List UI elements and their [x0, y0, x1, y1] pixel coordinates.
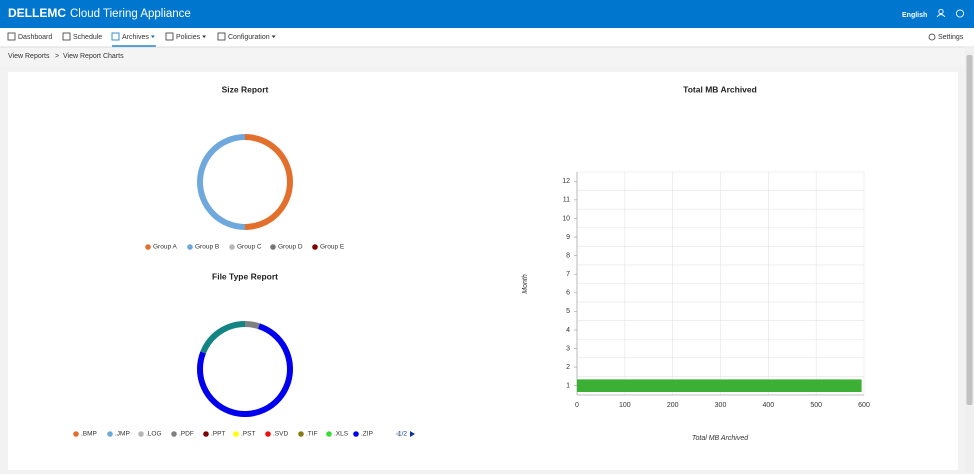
y-tick-label: 1 [566, 383, 570, 390]
x-tick-label: 400 [762, 402, 774, 409]
y-tick-label: 4 [566, 327, 570, 334]
pager-next[interactable] [410, 431, 415, 437]
app-title: Cloud Tiering Appliance [70, 8, 191, 20]
breadcrumb-current: View Report Charts [63, 53, 124, 60]
y-tick-label: 8 [566, 252, 570, 259]
donut-segment [200, 321, 246, 354]
legend-swatch[interactable] [138, 431, 144, 437]
legend-swatch[interactable] [229, 244, 235, 250]
legend-swatch[interactable] [326, 431, 332, 437]
x-tick-label: 200 [667, 402, 679, 409]
legend-label[interactable]: .ZIP [361, 431, 373, 438]
x-tick-label: 500 [810, 402, 822, 409]
legend-swatch[interactable] [265, 431, 271, 437]
header-bar [0, 0, 974, 28]
x-tick-label: 600 [858, 402, 870, 409]
legend-label[interactable]: .SVD [273, 431, 288, 438]
settings-icon[interactable] [928, 33, 936, 41]
legend-swatch[interactable] [203, 431, 209, 437]
nav-item[interactable]: Archives [122, 34, 149, 41]
x-tick-label: 0 [575, 402, 579, 409]
donut-segment [197, 323, 293, 417]
nav-icon[interactable] [111, 32, 120, 41]
nav-item[interactable]: Schedule [73, 34, 102, 41]
user-icon[interactable] [936, 8, 946, 18]
donut-segment [244, 321, 260, 330]
legend-label[interactable]: .PST [241, 431, 255, 438]
legend-label[interactable]: .PDF [179, 431, 194, 438]
nav-icon[interactable] [217, 32, 226, 41]
y-tick-label: 6 [566, 290, 570, 297]
legend-label[interactable]: .LOG [146, 431, 162, 438]
y-tick-label: 2 [566, 364, 570, 371]
legend-swatch[interactable] [171, 431, 177, 437]
pager-prev[interactable] [395, 431, 400, 437]
legend-label[interactable]: .JMP [115, 431, 130, 438]
nav-icon[interactable] [62, 32, 71, 41]
scroll-thumb[interactable] [966, 55, 973, 405]
breadcrumb-link[interactable]: View Reports [8, 53, 50, 60]
legend-label[interactable]: Group D [278, 244, 303, 251]
y-tick-label: 12 [562, 178, 570, 185]
x-axis-label: Total MB Archived [692, 435, 749, 442]
legend-label[interactable]: Group C [237, 244, 262, 251]
legend-label[interactable]: .XLS [334, 431, 349, 438]
nav-caret[interactable] [202, 35, 207, 39]
y-tick-label: 5 [566, 308, 570, 315]
nav-item[interactable]: Dashboard [18, 34, 52, 41]
y-tick-label: 11 [563, 197, 570, 204]
settings[interactable]: Settings [938, 34, 964, 41]
donut-segment [197, 134, 246, 230]
nav-caret[interactable] [271, 35, 276, 39]
legend-swatch[interactable] [187, 244, 193, 250]
nav-caret[interactable] [150, 35, 155, 39]
chart-title: File Type Report [212, 271, 278, 281]
bar [577, 379, 862, 393]
y-tick-label: 7 [566, 271, 570, 278]
legend-page: 1/2 [398, 431, 407, 438]
legend-swatch[interactable] [298, 431, 304, 437]
y-tick-label: 10 [562, 215, 570, 222]
y-tick-label: 9 [566, 234, 570, 241]
donut-segment [244, 134, 293, 230]
x-tick-label: 100 [619, 402, 631, 409]
y-axis-label: Month [522, 274, 529, 294]
legend-swatch[interactable] [145, 244, 151, 250]
legend-swatch[interactable] [270, 244, 276, 250]
nav-bar [0, 28, 974, 47]
legend-swatch[interactable] [312, 244, 318, 250]
legend-swatch[interactable] [73, 431, 79, 437]
breadcrumb-separator: > [55, 53, 59, 60]
content-panel [8, 72, 958, 470]
legend-label[interactable]: Group B [195, 244, 219, 251]
legend-swatch[interactable] [233, 431, 239, 437]
nav-icon[interactable] [7, 32, 16, 41]
legend-label[interactable]: .PPT [211, 431, 225, 438]
chart-title: Total MB Archived [683, 84, 757, 94]
legend-label[interactable]: .TIF [306, 431, 318, 438]
brand: DELLEMC [8, 6, 66, 20]
legend-label[interactable]: .BMP [81, 431, 97, 438]
x-tick-label: 300 [715, 402, 727, 409]
breadcrumb-bar [0, 47, 964, 66]
chart-title: Size Report [222, 84, 269, 94]
language[interactable]: English [902, 12, 927, 19]
nav-icon[interactable] [165, 32, 174, 41]
legend-label[interactable]: Group A [153, 244, 178, 251]
legend-label[interactable]: Group E [320, 244, 345, 251]
legend-swatch[interactable] [107, 431, 113, 437]
help-icon[interactable] [955, 9, 965, 18]
nav-item[interactable]: Policies [176, 34, 201, 41]
legend-swatch[interactable] [353, 431, 359, 437]
nav-item[interactable]: Configuration [228, 34, 270, 41]
y-tick-label: 3 [566, 345, 570, 352]
